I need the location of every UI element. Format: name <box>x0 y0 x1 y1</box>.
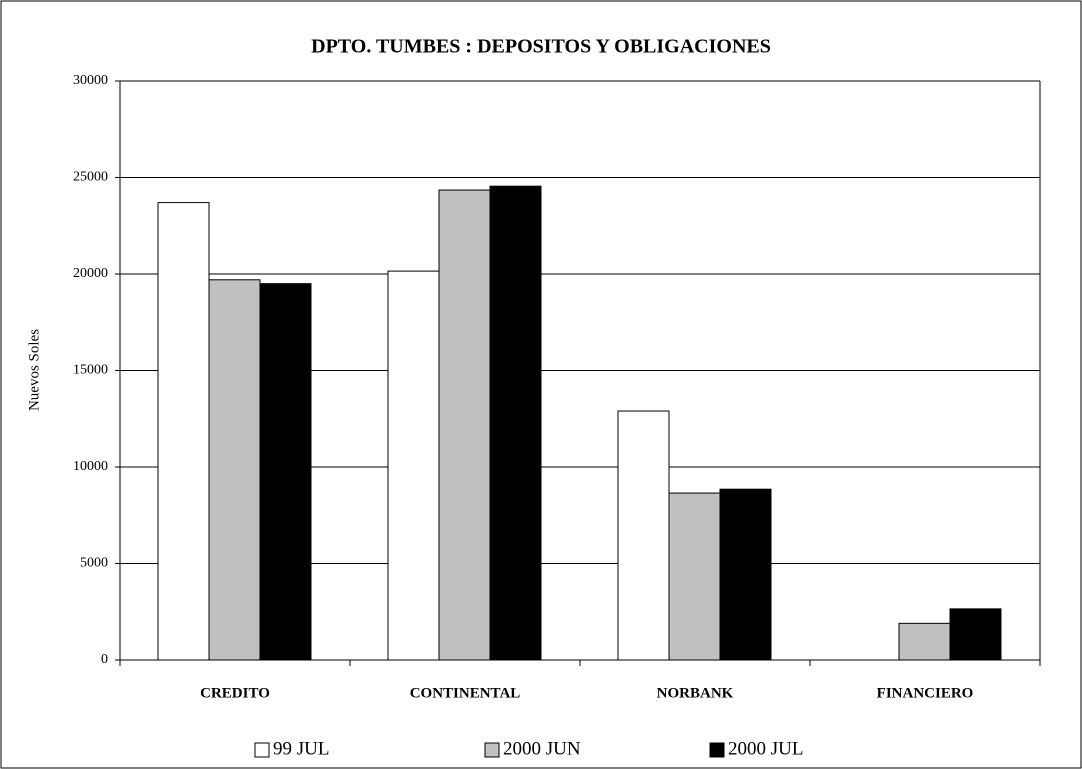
bar <box>387 270 440 661</box>
legend-label: 2000 JUL <box>728 738 803 759</box>
y-tick-label: 20000 <box>73 266 108 281</box>
legend-label: 2000 JUN <box>503 738 581 759</box>
bar <box>949 608 1002 661</box>
bar <box>438 189 491 661</box>
bar <box>898 622 951 661</box>
y-axis-label: Nuevos Soles <box>26 329 42 411</box>
y-tick-label: 30000 <box>73 73 108 88</box>
y-tick-label: 5000 <box>80 556 108 571</box>
legend-swatch <box>254 742 270 758</box>
x-tick-label: NORBANK <box>657 685 734 701</box>
bar <box>489 185 542 661</box>
legend-swatch <box>484 742 500 758</box>
bar <box>157 202 210 661</box>
bar <box>668 492 721 661</box>
x-tick-label: CREDITO <box>200 685 270 701</box>
bar <box>208 279 261 661</box>
bar <box>719 488 772 661</box>
chart-title: DPTO. TUMBES : DEPOSITOS Y OBLIGACIONES <box>311 36 771 58</box>
x-tick-label: FINANCIERO <box>877 685 974 701</box>
x-tick-label: CONTINENTAL <box>410 685 521 701</box>
y-tick-label: 0 <box>101 652 108 667</box>
y-tick-label: 15000 <box>73 363 108 378</box>
bar <box>259 283 312 661</box>
bar <box>617 410 670 661</box>
legend-swatch <box>709 742 725 758</box>
y-tick-label: 10000 <box>73 459 108 474</box>
y-tick-label: 25000 <box>73 170 108 185</box>
legend-label: 99 JUL <box>273 738 329 759</box>
